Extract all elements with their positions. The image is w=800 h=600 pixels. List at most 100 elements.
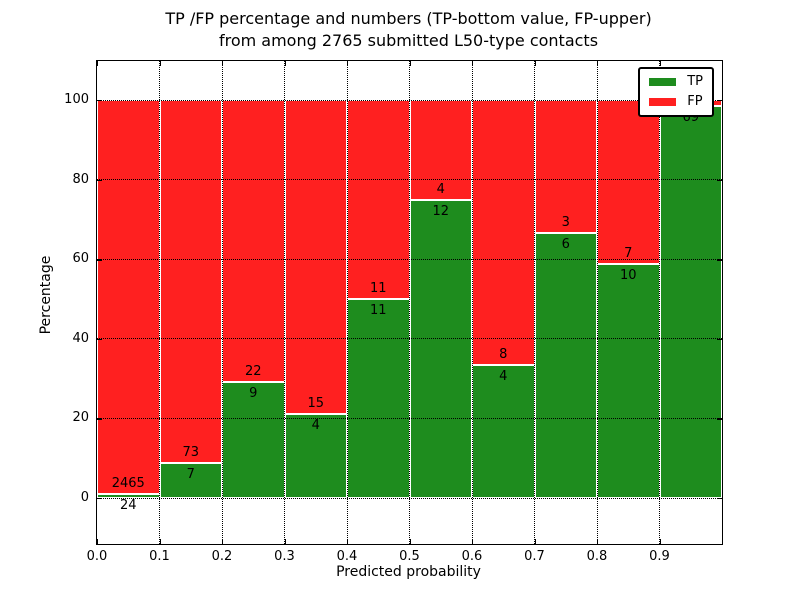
bar-segment-tp [534, 232, 597, 498]
x-tick-bottom [472, 539, 474, 544]
legend-label-fp: FP [687, 94, 703, 109]
x-gridline [409, 61, 410, 544]
bar-segment-fp [534, 100, 597, 233]
bar-label-fp: 2465 [111, 476, 145, 492]
x-tick-top [472, 61, 474, 66]
y-tick-right [717, 179, 722, 181]
bar-label-tp: 4 [499, 369, 508, 385]
bar-segment-fp [284, 100, 347, 415]
x-tick-bottom [409, 539, 411, 544]
chart-title-line2: from among 2765 submitted L50-type conta… [218, 31, 599, 50]
x-tick-bottom [222, 539, 224, 544]
bar-label-fp: 22 [244, 364, 262, 380]
x-gridline [471, 61, 473, 544]
bar-segment-fp [472, 100, 535, 366]
y-tick-left [97, 259, 102, 261]
bar-label-tp: 9 [249, 386, 258, 402]
bar-label-tp: 7 [186, 467, 195, 483]
x-tick-top [409, 61, 411, 66]
x-tick-top [534, 61, 536, 66]
x-tick-top [597, 61, 599, 66]
y-tick-label: 0 [80, 490, 89, 505]
x-tick-label: 0.9 [649, 549, 670, 564]
bar-segment-fp [97, 100, 160, 495]
bar-label-tp: 11 [369, 303, 387, 318]
x-tick-bottom [159, 539, 161, 544]
y-tick-right [717, 418, 722, 420]
bar-segment-fp [159, 100, 222, 464]
bar-segment-tp [409, 199, 472, 498]
bar-segment-fp [597, 100, 660, 264]
bar-label-fp: 3 [561, 214, 570, 230]
bar-label-fp: 11 [369, 281, 387, 296]
legend-swatch-fp-icon [649, 98, 677, 106]
bar-segment-fp [347, 100, 410, 299]
x-tick-top [284, 61, 286, 66]
x-tick-label: 0.2 [211, 549, 233, 564]
bar-label-fp: 15 [307, 396, 325, 412]
y-tick-left [97, 100, 102, 102]
x-tick-bottom [534, 539, 536, 544]
legend-swatch-tp-icon [649, 78, 677, 86]
x-tick-bottom [597, 539, 599, 544]
x-gridline [284, 61, 285, 544]
bar-segment-tp [597, 263, 660, 498]
y-axis-label: Percentage [38, 255, 54, 335]
bar-label-fp: 4 [436, 181, 445, 197]
x-gridline [159, 61, 160, 544]
x-gridline [534, 61, 535, 544]
x-tick-top [159, 61, 161, 66]
legend-item-fp: FP [649, 95, 703, 109]
x-tick-label: 0.1 [149, 549, 170, 564]
bar-label-tp: 6 [561, 236, 570, 252]
y-tick-label: 40 [72, 330, 89, 346]
x-gridline [659, 61, 660, 544]
chart-title: TP /FP percentage and numbers (TP-bottom… [96, 8, 721, 52]
x-gridline [346, 61, 348, 544]
legend-label-tp: TP [687, 74, 703, 89]
x-axis-label: Predicted probability [336, 564, 481, 580]
bar-segment-tp [659, 105, 722, 498]
plot-area: TP FP 2465 24 73 7 22 9 15 4 11 11 4 12 8 4 3 6 7 10 69 0 20… [64, 60, 723, 564]
x-tick-top [659, 61, 661, 66]
y-tick-label: 80 [72, 171, 89, 187]
bar-segment-tp [347, 299, 410, 498]
x-tick-top [347, 61, 349, 66]
y-tick-right [717, 100, 722, 102]
bar-label-fp: 73 [182, 445, 200, 461]
x-tick-label: 0.8 [586, 549, 608, 564]
bar-label-tp: 10 [619, 267, 637, 283]
y-tick-left [97, 418, 102, 420]
y-tick-label: 60 [72, 251, 89, 267]
y-tick-left [97, 338, 102, 341]
y-tick-label: 100 [64, 92, 89, 107]
y-tick-left [97, 179, 102, 181]
bar-segment-fp [222, 100, 285, 383]
x-tick-label: 0.4 [336, 549, 358, 564]
x-tick-bottom [97, 539, 99, 544]
bar-label-fp: 8 [499, 347, 508, 363]
y-tick-right [717, 498, 722, 500]
x-tick-bottom [347, 539, 349, 544]
x-tick-top [97, 61, 99, 66]
x-gridline [221, 61, 223, 544]
y-tick-label: 20 [72, 410, 89, 426]
y-tick-left [97, 498, 102, 500]
x-tick-label: 0.6 [461, 549, 483, 564]
chart-title-line1: TP /FP percentage and numbers (TP-bottom… [165, 9, 652, 28]
x-tick-bottom [284, 539, 286, 544]
x-tick-label: 0.7 [524, 549, 545, 564]
bar-label-fp: 7 [624, 245, 633, 261]
x-tick-label: 0.5 [399, 549, 420, 564]
y-tick-right [717, 259, 722, 261]
y-tick-right [717, 338, 722, 341]
x-tick-label: 0.0 [86, 549, 108, 564]
x-tick-top [222, 61, 224, 66]
bar-segment-tp [472, 365, 535, 498]
x-gridline [596, 61, 598, 544]
x-tick-bottom [659, 539, 661, 544]
bar-label-tp: 24 [119, 498, 137, 514]
legend-item-tp: TP [649, 75, 703, 89]
bar-label-tp: 4 [311, 418, 320, 434]
